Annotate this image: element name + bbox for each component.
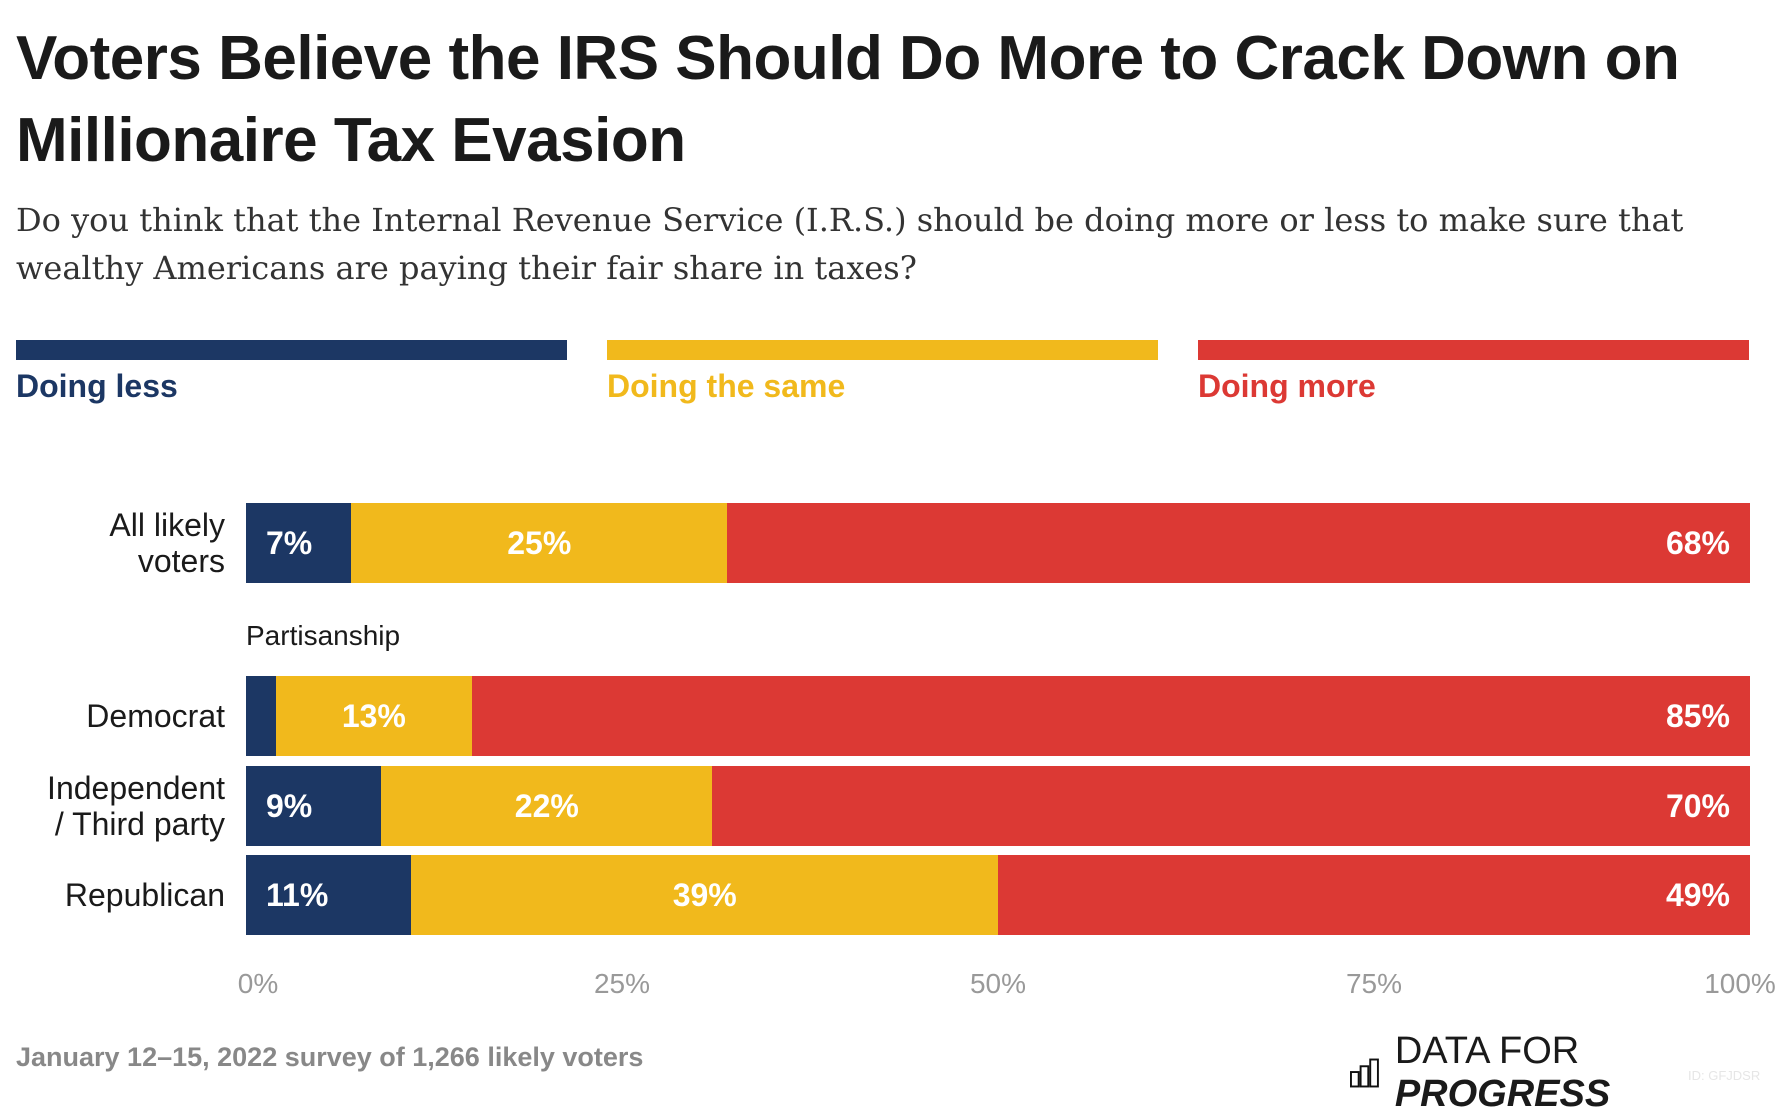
data-label: 85% <box>1665 697 1730 734</box>
data-label: 39% <box>672 876 737 913</box>
data-label: 9% <box>266 787 313 824</box>
logo-text: DATA FOR <box>1394 1030 1580 1072</box>
category-label-line: All likely <box>109 507 225 543</box>
chart-title: Voters Believe the IRS Should Do More to… <box>16 24 1680 175</box>
watermark: ID: GFJDSR <box>1688 1068 1761 1083</box>
data-label: 25% <box>507 524 572 561</box>
data-label: 70% <box>1665 787 1730 824</box>
legend-item: Doing less <box>16 340 567 405</box>
bar-segment: 9% <box>246 766 382 846</box>
data-label: 13% <box>341 697 406 734</box>
legend-label: Doing the same <box>607 368 846 404</box>
bar-segment: 49% <box>998 855 1750 935</box>
category-label-line: Independent <box>47 770 225 806</box>
data-label: 22% <box>514 787 579 824</box>
legend-label: Doing less <box>16 368 178 404</box>
bar-segment: 85% <box>471 676 1750 756</box>
footer-note: January 12–15, 2022 survey of 1,266 like… <box>16 1042 644 1072</box>
category-label-line: voters <box>137 543 225 579</box>
legend-swatch <box>1198 340 1749 360</box>
group-label: Partisanship <box>246 620 401 651</box>
category-label-line: / Third party <box>54 806 225 842</box>
legend-item: Doing the same <box>607 340 1158 405</box>
bar-segment: 68% <box>727 503 1750 583</box>
legend-item: Doing more <box>1198 340 1749 405</box>
category-label-line: Republican <box>64 877 225 913</box>
category-label: Republican <box>65 877 225 913</box>
data-label: 7% <box>266 524 313 561</box>
data-label: 49% <box>1665 876 1730 913</box>
x-tick-label: 50% <box>969 968 1027 999</box>
bar-segment: 70% <box>712 766 1750 846</box>
logo-text-bold: PROGRESS <box>1394 1073 1611 1115</box>
bar-segment: 25% <box>351 503 728 583</box>
x-tick-label: 25% <box>593 968 651 999</box>
bar-segment: 7% <box>246 503 352 583</box>
legend-label: Doing more <box>1198 368 1376 404</box>
x-tick-label: 75% <box>1345 968 1403 999</box>
bar-segment: 13% <box>276 676 472 756</box>
bar-segment: 11% <box>246 855 412 935</box>
bar-segment: 39% <box>411 855 998 935</box>
category-label-line: Democrat <box>86 698 225 734</box>
x-tick-label: 100% <box>1704 968 1776 999</box>
data-label: 11% <box>266 876 329 913</box>
category-label: Independent / Third party <box>47 770 225 842</box>
bar-segment: 22% <box>381 766 713 846</box>
category-label: Democrat <box>86 698 225 734</box>
data-label: 68% <box>1665 524 1730 561</box>
category-label: All likely voters <box>109 507 225 579</box>
x-tick-label: 0% <box>237 968 279 999</box>
bar-chart-icon <box>1350 1058 1379 1088</box>
bar-segment <box>246 676 277 756</box>
legend-swatch <box>607 340 1158 360</box>
legend-swatch <box>16 340 567 360</box>
chart-subtitle: Do you think that the Internal Revenue S… <box>16 201 1684 287</box>
